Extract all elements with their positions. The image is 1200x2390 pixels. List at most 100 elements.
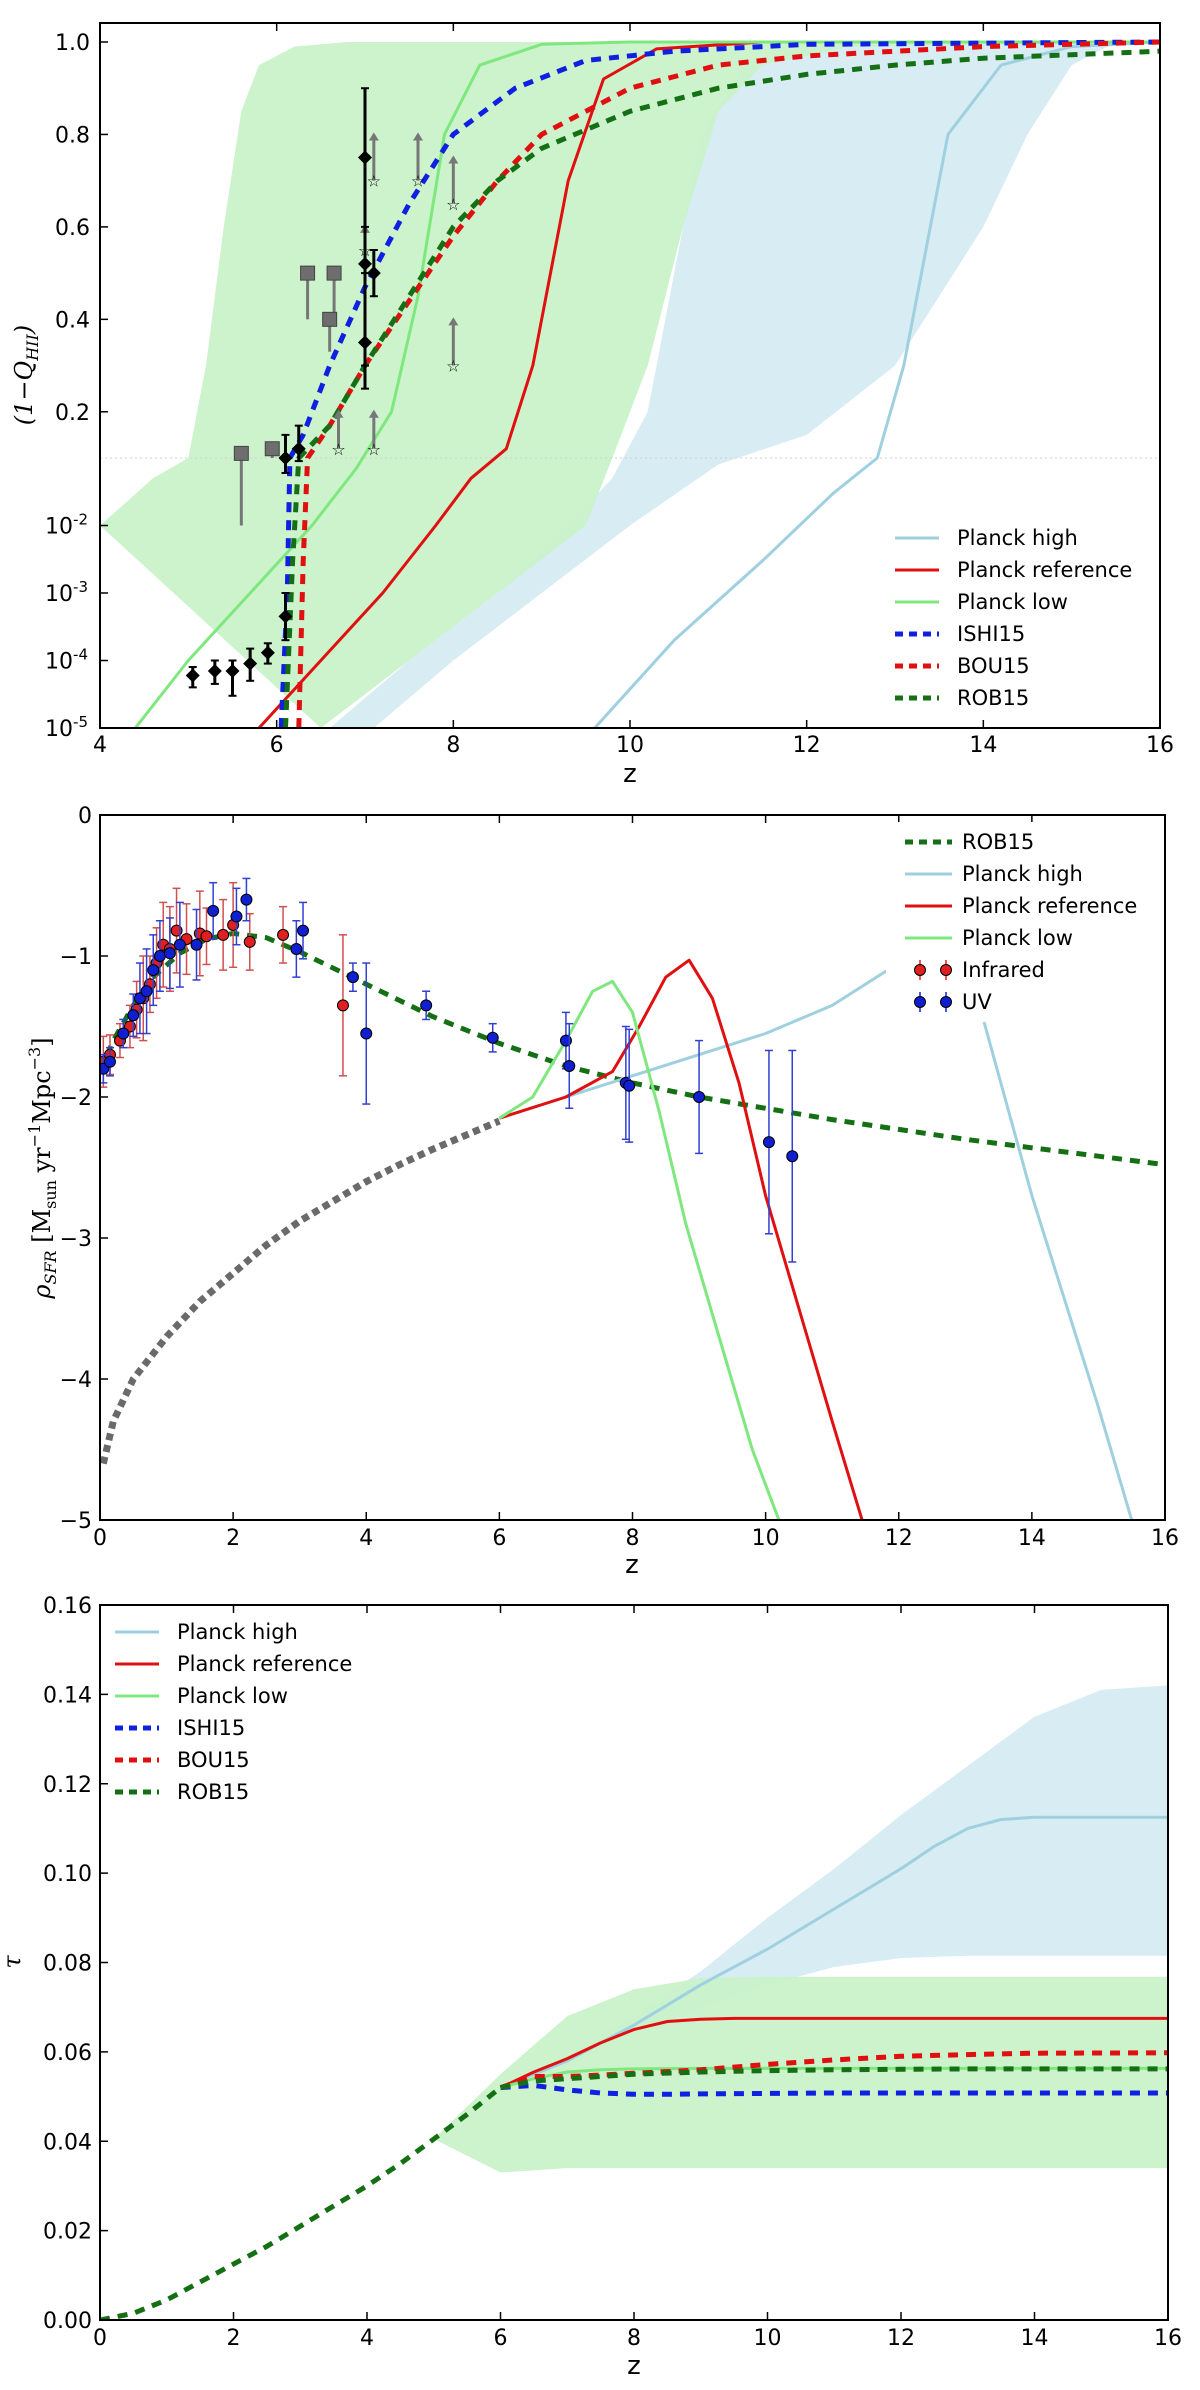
infrared-point — [277, 928, 290, 941]
y-tick-label: 10-5 — [45, 713, 88, 742]
legend-label: Planck high — [957, 526, 1078, 550]
legend-label: Planck low — [177, 1684, 288, 1708]
uv-point — [127, 1009, 140, 1022]
legend-label: ISHI15 — [177, 1716, 245, 1740]
data-point — [278, 609, 293, 624]
x-tick-label: 10 — [616, 733, 644, 758]
series-planck-high — [499, 1815, 1168, 2089]
x-axis-label: z — [623, 759, 637, 789]
x-tick-label: 12 — [887, 2326, 915, 2351]
series-planck-reference — [498, 958, 864, 1520]
legend-swatch — [914, 964, 926, 976]
square-marker — [322, 311, 338, 327]
arrow-head — [448, 317, 459, 326]
optical-depth-panel: 0 2 4 6 8 10 12 14 16 0.00 0.02 0.04 0.06 0.08 0.10 0.… — [0, 1594, 1182, 2381]
legend-swatch — [940, 964, 952, 976]
series-ishi15 — [500, 2082, 1168, 2097]
x-tick-label: 10 — [754, 2326, 782, 2351]
uv-point — [173, 938, 186, 951]
uv-point — [360, 1027, 373, 1040]
uv-point — [140, 985, 153, 998]
x-tick-label: 0 — [93, 2326, 107, 2351]
star-marker: ☆ — [446, 357, 460, 376]
uv-point — [240, 893, 253, 906]
y-tick-label: 0.06 — [43, 2041, 92, 2066]
series-planck-low — [498, 979, 781, 1520]
x-tick-label: 6 — [494, 2326, 508, 2351]
arrow-head — [333, 409, 344, 418]
square-marker — [300, 265, 316, 281]
legend-label: ROB15 — [177, 1780, 249, 1804]
star-formation-panel: 0 2 4 6 8 10 12 14 16 0 −1 −2 −3 −4 −5 z ρSFR [Msun y… — [25, 804, 1179, 1580]
star-marker: ☆ — [446, 195, 460, 214]
x-tick-label: 8 — [446, 733, 460, 758]
uv-point — [297, 924, 310, 937]
square-marker — [264, 441, 280, 457]
shared-low-z-curve — [100, 2085, 503, 2320]
x-tick-label: 12 — [885, 1526, 913, 1551]
data-point — [243, 656, 258, 671]
uv-point — [190, 938, 203, 951]
band-planck-low — [433, 1976, 1168, 2173]
x-tick-label: 6 — [270, 733, 284, 758]
legend-label: ROB15 — [962, 830, 1034, 854]
x-tick-label: 8 — [626, 1526, 640, 1551]
data-point — [207, 663, 222, 678]
legend-label: BOU15 — [957, 654, 1030, 678]
legend-swatch — [914, 996, 926, 1008]
y-tick-label: 10-2 — [45, 511, 88, 540]
data-point — [366, 266, 381, 281]
series-rob15 — [100, 930, 1165, 1168]
series-extrapolation — [100, 1117, 501, 1465]
x-tick-label: 8 — [627, 2326, 641, 2351]
arrow-head — [448, 155, 459, 164]
uv-point — [163, 947, 176, 960]
x-tick-label: 0 — [93, 1526, 107, 1551]
uv-point — [420, 999, 433, 1012]
data-point — [358, 335, 372, 350]
x-tick-label: 10 — [752, 1526, 780, 1551]
data-point — [260, 645, 275, 660]
y-tick-label: 0.08 — [43, 1952, 92, 1977]
arrow-head — [368, 132, 379, 141]
band-planck-high — [500, 1685, 1168, 2088]
uv-point — [230, 910, 243, 923]
y-tick-label: −2 — [60, 1086, 92, 1111]
star-marker: ☆ — [367, 172, 381, 191]
data-point — [291, 441, 306, 456]
legend-swatch — [940, 996, 952, 1008]
y-tick-label: −1 — [60, 945, 92, 970]
uv-point — [153, 950, 166, 962]
legend-label: BOU15 — [177, 1748, 250, 1772]
x-axis-label: z — [625, 1550, 639, 1580]
y-tick-label: −3 — [60, 1227, 92, 1252]
uv-point — [693, 1091, 706, 1103]
x-tick-label: 14 — [1021, 2326, 1049, 2351]
infrared-point — [243, 935, 256, 948]
uv-point — [486, 1031, 499, 1044]
y-tick-label: 0.2 — [55, 401, 90, 426]
uv-point — [103, 1055, 116, 1068]
y-tick-label: 0.14 — [43, 1683, 92, 1708]
uv-point — [117, 1027, 130, 1040]
uv-point — [563, 1059, 576, 1072]
infrared-point — [336, 999, 349, 1012]
series-bou15 — [296, 39, 1160, 728]
y-tick-label: 10-4 — [45, 646, 88, 675]
y-tick-label: 0.6 — [55, 216, 90, 241]
y-tick-label: 0 — [78, 804, 92, 829]
square-marker — [326, 265, 342, 281]
infrared-point — [200, 930, 213, 943]
y-tick-label: 0.02 — [43, 2220, 92, 2245]
uv-point — [623, 1079, 636, 1092]
y-tick-label: 10-3 — [45, 578, 88, 607]
series-planck-low — [134, 40, 1160, 728]
star-marker: ☆ — [367, 440, 381, 459]
y-axis-label: τ — [0, 1955, 26, 1969]
legend-label: Planck low — [962, 926, 1073, 950]
star-marker: ☆ — [411, 172, 425, 191]
y-tick-label: 0.04 — [43, 2130, 92, 2155]
x-tick-label: 2 — [227, 2326, 241, 2351]
legend-label: ROB15 — [957, 686, 1029, 710]
